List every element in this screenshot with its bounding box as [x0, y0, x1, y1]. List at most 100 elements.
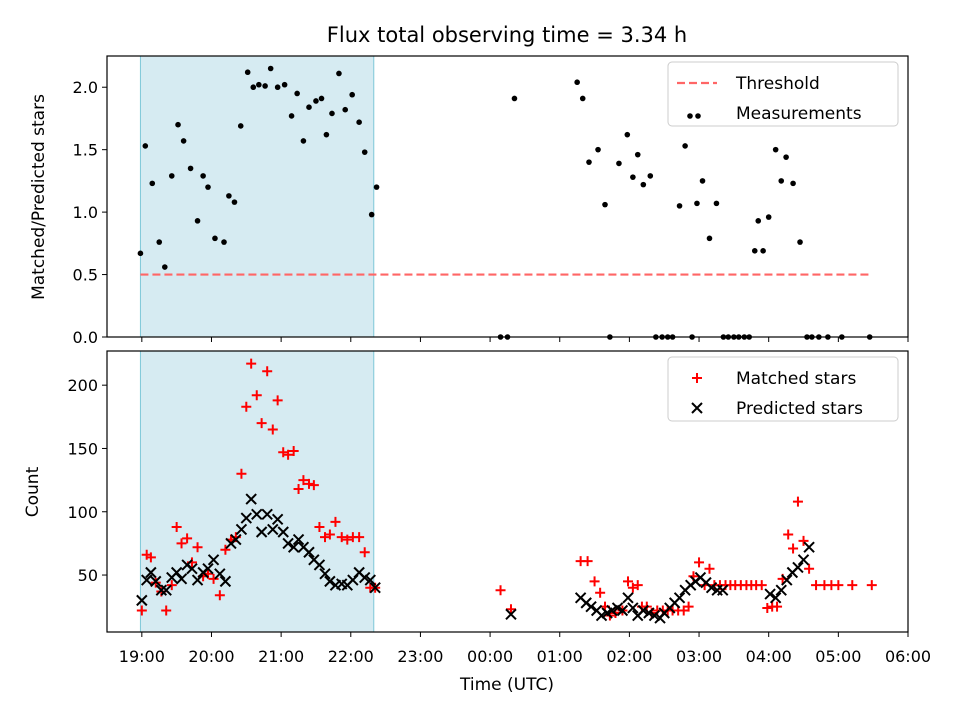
measurements-point [318, 95, 325, 102]
predicted-stars-point [303, 546, 315, 558]
predicted-stars-point [717, 584, 729, 596]
measurements-point [602, 201, 608, 208]
predicted-stars-point [155, 584, 168, 596]
predicted-stars-point [245, 493, 257, 505]
predicted-stars-point [175, 573, 188, 585]
measurements-point [630, 174, 636, 180]
matched-stars-point [704, 563, 715, 574]
matched-stars-point [783, 529, 794, 540]
legend-label-matched-stars: Matched stars [736, 369, 856, 389]
legend-label-measurements: Measurements [736, 104, 862, 124]
matched-stars-point [171, 521, 182, 532]
predicted-stars-point [267, 523, 279, 536]
matched-stars-point [756, 580, 767, 591]
matched-stars-point [251, 390, 262, 401]
x-tick-label: 22:00 [328, 647, 374, 666]
matched-stars-point [833, 580, 844, 591]
predicted-stars-point [207, 554, 220, 566]
measurements-point [200, 173, 206, 179]
matched-stars-point [214, 590, 225, 601]
predicted-stars-point [145, 566, 157, 579]
measurements-point [751, 248, 758, 254]
measurements-point [755, 218, 762, 224]
measurements-point [368, 211, 375, 218]
bottom-y-tick-label: 150 [67, 439, 98, 458]
predicted-stars-point [364, 574, 376, 586]
measurements-point [647, 173, 654, 179]
measurements-point [579, 95, 586, 102]
predicted-stars-point [781, 574, 793, 586]
measurements-point [180, 138, 187, 144]
matched-stars-point [314, 521, 325, 532]
predicted-stars-point [261, 508, 273, 520]
matched-stars-point [288, 445, 299, 456]
matched-stars-point [208, 573, 219, 584]
predicted-stars-point [235, 523, 248, 536]
matched-stars-point [336, 532, 347, 543]
predicted-stars-point [622, 592, 634, 604]
bottom-y-axis-label: Count [23, 466, 43, 517]
matched-stars-point [161, 605, 172, 616]
predicted-stars-point [705, 581, 718, 594]
x-tick-label: 01:00 [537, 647, 583, 666]
matched-stars-point [505, 604, 516, 615]
predicted-stars-point [313, 559, 326, 571]
measurements-point [361, 149, 368, 155]
matched-stars-point [683, 601, 694, 612]
matched-stars-point [792, 496, 803, 507]
top-y-tick-label: 1.0 [73, 203, 98, 222]
measurements-point [682, 143, 688, 149]
matched-stars-point [241, 401, 252, 412]
predicted-stars-point [251, 508, 263, 520]
matched-stars-point [694, 557, 705, 568]
legend-label-threshold: Threshold [735, 74, 820, 94]
measurements-point [336, 70, 342, 77]
x-tick-label: 03:00 [676, 647, 722, 666]
measurements-point [616, 160, 622, 167]
matched-stars-point [145, 552, 156, 563]
matched-stars-point [176, 538, 187, 549]
x-tick-label: 02:00 [606, 647, 652, 666]
predicted-stars-point [191, 574, 204, 586]
matched-stars-point [303, 478, 314, 489]
bottom-axes-frame [106, 350, 909, 633]
matched-stars-point [298, 475, 309, 486]
predicted-stars-point [282, 537, 294, 550]
measurements-point [294, 90, 300, 97]
top-y-tick-label: 2.0 [73, 78, 98, 97]
matched-stars-point [772, 601, 783, 612]
matched-stars-point [272, 395, 283, 406]
predicted-stars-point [277, 526, 289, 538]
measurements-point [244, 69, 251, 76]
x-tick-label: 06:00 [885, 647, 931, 666]
predicted-stars-point [505, 608, 517, 620]
measurements-point [349, 91, 355, 98]
predicted-stars-point [616, 604, 629, 617]
measurements-point [624, 131, 631, 138]
predicted-stars-point [673, 592, 686, 604]
measurements-point [772, 146, 779, 153]
measurements-point [511, 95, 518, 102]
predicted-stars-point [170, 566, 183, 579]
matched-stars-point [220, 544, 231, 555]
legend-marker-measurements [695, 113, 701, 119]
top-observing-span [139, 55, 375, 338]
matched-stars-point [798, 535, 809, 546]
legend-label-predicted-stars: Predicted stars [736, 399, 863, 419]
predicted-stars-point [803, 541, 815, 553]
matched-stars-point [632, 580, 643, 591]
predicted-stars-point [219, 575, 232, 588]
matched-stars-point [236, 468, 247, 479]
bottom-y-tick-label: 100 [67, 503, 98, 522]
measurements-point [137, 250, 144, 257]
measurements-point [194, 218, 201, 224]
measurements-point [356, 119, 362, 125]
x-axis-label: Time (UTC) [459, 675, 554, 695]
measurements-point [274, 84, 281, 91]
matched-stars-point [267, 424, 278, 435]
matched-stars-point [595, 587, 606, 598]
measurements-point [713, 200, 720, 207]
predicted-stars-point [797, 554, 810, 566]
x-tick-label: 20:00 [188, 647, 234, 666]
measurements-point [373, 184, 380, 190]
